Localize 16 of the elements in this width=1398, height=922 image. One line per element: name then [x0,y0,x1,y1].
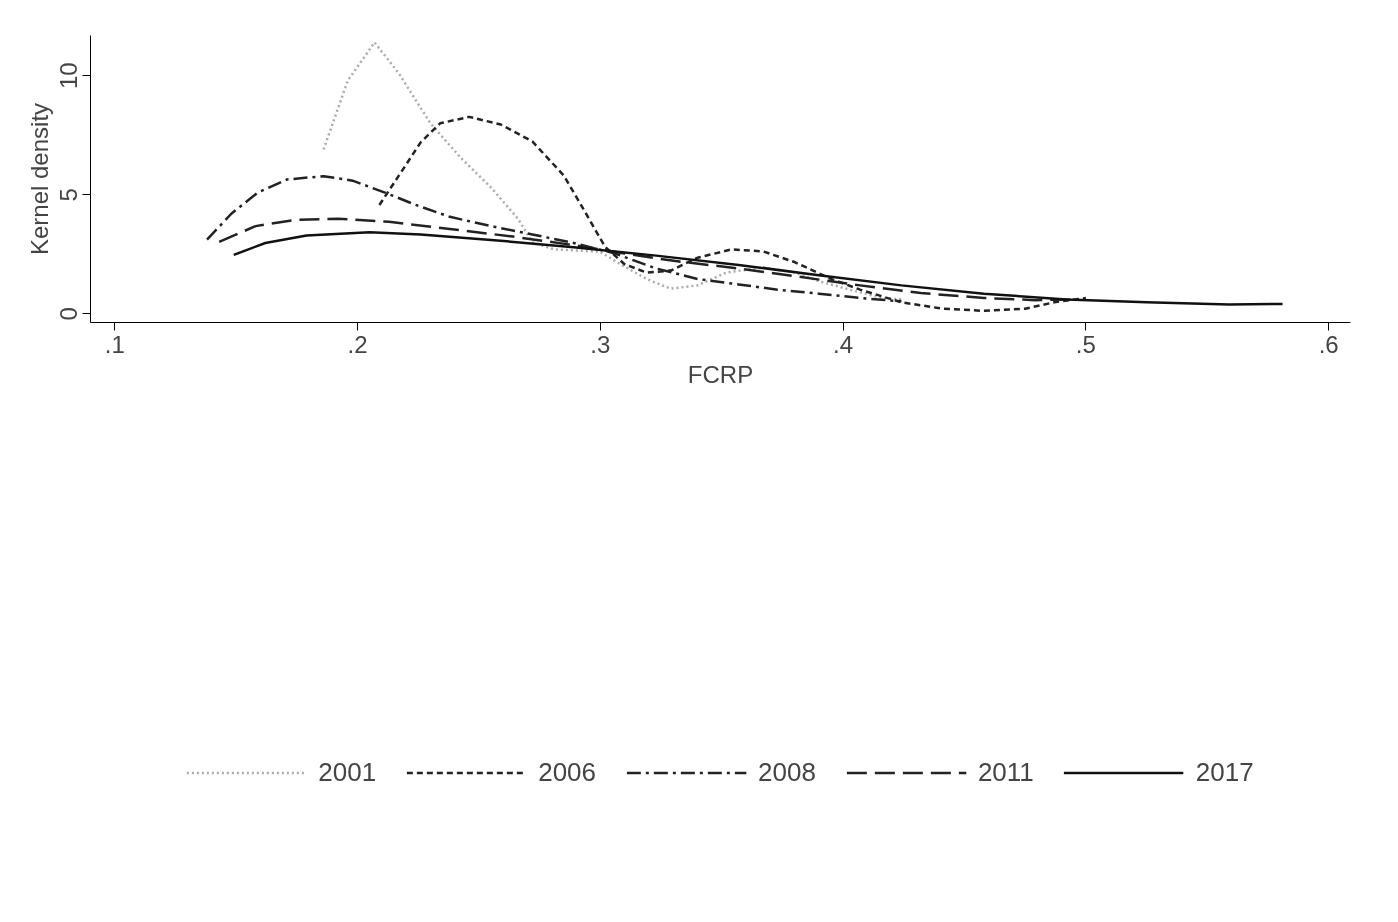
x-tick-label: .6 [1318,330,1339,358]
legend-label: 2017 [1195,756,1254,788]
y-tick-label: 0 [55,307,83,321]
x-tick-label: .1 [104,330,125,358]
x-tick-label: .5 [1075,330,1096,358]
legend-label: 2006 [538,756,597,788]
x-axis-title: FCRP [687,360,754,388]
x-tick-label: .3 [590,330,611,358]
legend-label: 2001 [318,756,377,788]
y-axis-title: Kernel density [25,102,53,256]
x-tick-label: .4 [833,330,854,358]
legend-label: 2011 [977,756,1034,788]
y-tick-label: 5 [55,188,83,202]
y-tick-label: 10 [55,62,83,90]
x-tick-label: .2 [347,330,368,358]
legend-label: 2008 [758,756,816,788]
